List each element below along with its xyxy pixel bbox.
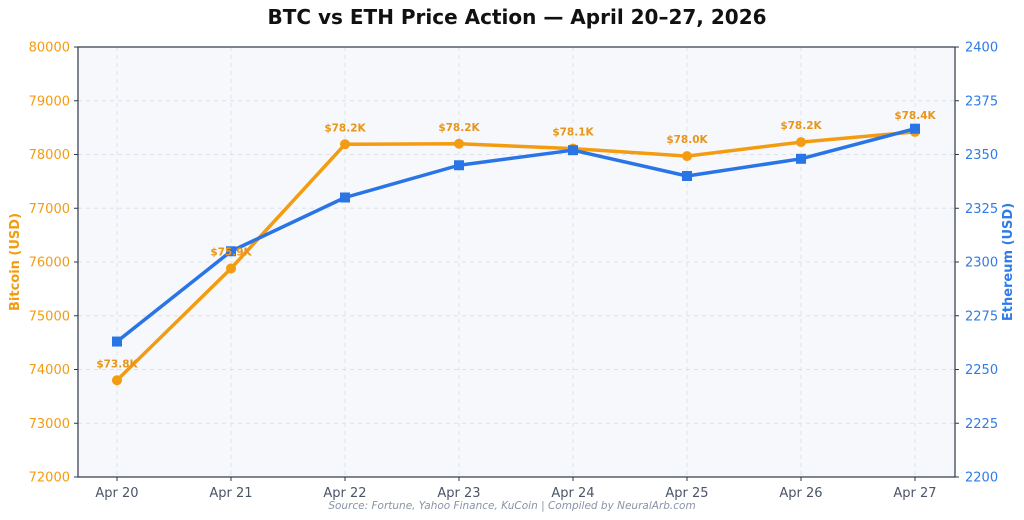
- y-left-tick-label: 79000: [29, 94, 70, 109]
- y-axis-left-title: Bitcoin (USD): [8, 213, 23, 311]
- btc-line: [115, 130, 917, 382]
- y-left-tick-label: 75000: [29, 309, 70, 324]
- y-left-tick-label: 80000: [29, 41, 70, 56]
- source-note: Source: Fortune, Yahoo Finance, KuCoin |…: [328, 500, 695, 512]
- y-left-tick-label: 78000: [29, 148, 70, 163]
- ticks: 72000 73000 74000 75000 76000 77000 78000 79000…: [29, 41, 998, 502]
- btc-point: [226, 263, 236, 274]
- y-right-tick-label: 2300: [965, 256, 998, 271]
- y-right-tick-label: 2200: [965, 471, 998, 486]
- series-layer: [112, 123, 920, 386]
- btc-data-label: $78.2K: [324, 122, 366, 134]
- y-right-tick-label: 2325: [965, 202, 998, 217]
- eth-point: [340, 192, 350, 203]
- y-left-tick-label: 74000: [29, 363, 70, 378]
- btc-point: [454, 138, 464, 149]
- btc-data-label: $78.2K: [780, 120, 822, 132]
- y-right-tick-label: 2350: [965, 148, 998, 163]
- btc-data-label: $78.1K: [552, 127, 594, 139]
- chart-title: BTC vs ETH Price Action — April 20–27, 2…: [267, 5, 766, 29]
- y-left-tick-label: 77000: [29, 202, 70, 217]
- x-tick-label: Apr 21: [209, 486, 252, 501]
- x-tick-label: Apr 24: [551, 486, 594, 501]
- eth-point: [568, 145, 578, 156]
- y-left-tick-label: 76000: [29, 256, 70, 271]
- eth-point: [112, 336, 122, 347]
- y-right-tick-label: 2225: [965, 417, 998, 432]
- btc-point: [682, 151, 692, 162]
- x-tick-label: Apr 26: [779, 486, 822, 501]
- eth-point: [682, 171, 692, 181]
- btc-point: [112, 375, 122, 386]
- btc-point: [796, 137, 806, 148]
- eth-point: [796, 153, 806, 164]
- eth-point: [454, 160, 464, 171]
- x-tick-label: Apr 25: [665, 486, 708, 501]
- btc-data-label: $78.2K: [438, 122, 480, 134]
- y-right-tick-label: 2250: [965, 363, 998, 378]
- y-left-tick-label: 73000: [29, 417, 70, 432]
- x-tick-label: Apr 27: [893, 486, 936, 501]
- btc-point: [340, 139, 350, 150]
- x-tick-label: Apr 20: [95, 486, 138, 501]
- x-tick-label: Apr 22: [323, 486, 366, 501]
- y-right-tick-label: 2375: [965, 94, 998, 109]
- data-labels: $73.8K $75.9K $78.2K $78.2K $78.1K $78.0K $78.…: [96, 110, 936, 370]
- x-tick-label: Apr 23: [437, 486, 480, 501]
- eth-point: [226, 246, 236, 257]
- y-right-tick-label: 2400: [965, 41, 998, 56]
- plot-frame: [77, 46, 956, 478]
- btc-data-label: $73.8K: [96, 358, 138, 370]
- btc-data-label: $78.0K: [666, 134, 708, 146]
- eth-point: [910, 123, 920, 134]
- eth-line: [115, 126, 917, 344]
- y-right-tick-label: 2275: [965, 309, 998, 324]
- axes: [74, 46, 959, 481]
- btc-data-label: $75.9K: [210, 246, 252, 258]
- y-left-tick-label: 72000: [29, 471, 70, 486]
- btc-data-label: $78.4K: [894, 110, 936, 122]
- y-axis-right-title: Ethereum (USD): [1001, 203, 1016, 321]
